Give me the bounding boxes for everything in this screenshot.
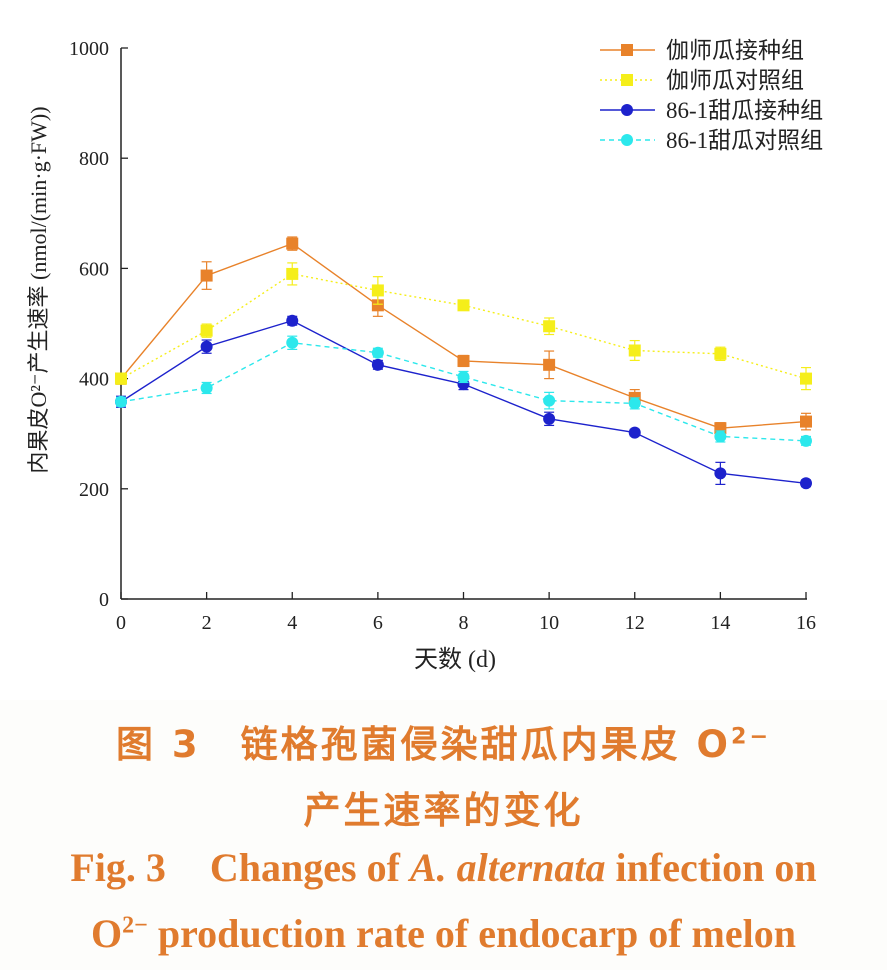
data-point	[457, 370, 470, 383]
legend-marker	[621, 134, 633, 146]
y-tick-label: 200	[79, 479, 109, 501]
series-line	[120, 342, 807, 442]
y-tick-label: 800	[79, 148, 109, 170]
x-axis-label: 天数 (d)	[414, 646, 496, 673]
x-tick-label: 4	[287, 612, 297, 634]
data-point	[200, 324, 213, 337]
data-point	[115, 372, 127, 385]
data-point	[200, 381, 213, 394]
data-point	[543, 394, 556, 407]
caption-cn-title: 链格孢菌侵染甜瓜内果皮 O	[240, 723, 731, 766]
legend-item-3: 86-1甜瓜接种组	[600, 98, 823, 123]
legend-label: 86-1甜瓜对照组	[666, 128, 823, 153]
data-point	[286, 336, 299, 349]
data-point	[286, 314, 299, 327]
x-tick-label: 10	[539, 612, 559, 634]
data-point	[371, 346, 384, 359]
series-line	[120, 319, 807, 484]
data-point	[714, 347, 727, 360]
data-point	[371, 358, 384, 371]
data-point	[628, 397, 641, 410]
y-tick-label: 600	[79, 258, 109, 280]
data-point	[714, 467, 727, 480]
data-point	[800, 477, 812, 490]
chart: 0 2 4 6 8 10 12 14 16 0 200 400 600 800 1000 天数 (d) 内果…	[26, 38, 823, 673]
data-point	[457, 354, 470, 367]
caption-en-o: O	[91, 911, 123, 956]
caption-cn-fig-number: 图 3	[115, 723, 201, 766]
x-tick-label: 14	[710, 612, 730, 634]
x-tick-label: 0	[116, 612, 126, 634]
ticks: 0 2 4 6 8 10 12 14 16 0 200 400 600 800 1000	[69, 38, 816, 634]
data-point	[714, 430, 727, 443]
data-point	[115, 395, 127, 408]
caption-cn-superscript: 2−	[730, 723, 771, 750]
figure-caption: 图 3 链格孢菌侵染甜瓜内果皮 O2− 产生速率的变化 Fig. 3 Changes…	[0, 700, 887, 970]
legend-item-2: 伽师瓜对照组	[600, 68, 804, 93]
data-point	[628, 426, 641, 439]
data-point	[200, 269, 213, 282]
legend-item-4: 86-1甜瓜对照组	[600, 128, 823, 153]
caption-en-line-2: O2− production rate of endocarp of melon	[0, 910, 887, 957]
legend-item-1: 伽师瓜接种组	[600, 38, 804, 63]
caption-en-fig-number: Fig. 3	[70, 845, 166, 890]
y-axis-label: 内果皮O²⁻产生速率 (nmol/(min·g·FW))	[26, 106, 51, 473]
x-tick-label: 12	[625, 612, 645, 634]
data-point	[543, 412, 556, 425]
caption-en-line-1: Fig. 3 Changes of A. alternata infection …	[0, 844, 887, 891]
legend-marker	[621, 104, 633, 116]
caption-en-superscript: 2−	[122, 912, 148, 939]
x-tick-label: 6	[373, 612, 383, 634]
legend-label: 伽师瓜接种组	[666, 38, 804, 63]
legend-marker	[621, 74, 633, 86]
data-point	[371, 284, 384, 297]
caption-en-post: infection on	[605, 845, 817, 890]
legend-label: 86-1甜瓜接种组	[666, 98, 823, 123]
data-point	[457, 299, 470, 312]
x-tick-label: 16	[796, 612, 816, 634]
legend-marker	[621, 44, 633, 56]
data-point	[800, 434, 812, 447]
caption-cn-line-1: 图 3 链格孢菌侵染甜瓜内果皮 O2−	[0, 714, 887, 768]
caption-cn-line-2: 产生速率的变化	[303, 789, 584, 832]
data-point	[200, 340, 213, 353]
data-point	[800, 372, 812, 385]
data-point	[800, 415, 812, 428]
caption-en-rest: production rate of endocarp of melon	[147, 911, 796, 956]
data-point	[371, 299, 384, 312]
chart-svg: 0 2 4 6 8 10 12 14 16 0 200 400 600 800 1000 天数 (d) 内果…	[26, 38, 823, 673]
data-point	[543, 358, 556, 371]
x-tick-label: 2	[202, 612, 212, 634]
series-2	[115, 262, 812, 391]
series-layer	[115, 236, 812, 490]
y-tick-label: 0	[99, 589, 109, 611]
caption-en-species: A. alternata	[409, 845, 606, 890]
y-tick-label: 400	[79, 369, 109, 391]
data-point	[286, 267, 299, 280]
series-3	[115, 314, 812, 490]
legend-label: 伽师瓜对照组	[666, 68, 804, 93]
data-point	[628, 344, 641, 357]
series-1	[115, 236, 812, 435]
data-point	[543, 320, 556, 333]
caption-en-pre: Changes of	[209, 845, 410, 890]
x-tick-label: 8	[459, 612, 469, 634]
data-point	[286, 237, 299, 250]
series-4	[115, 335, 812, 447]
series-line	[120, 242, 807, 429]
y-tick-label: 1000	[69, 38, 109, 60]
